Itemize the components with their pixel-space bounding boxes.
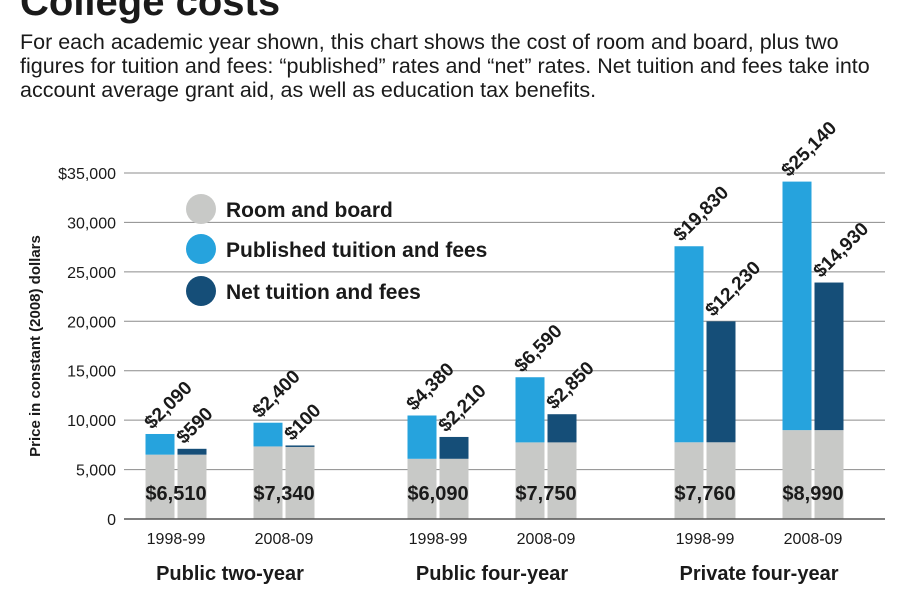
bar-net-tuition bbox=[814, 282, 844, 431]
y-tick-label: 5,000 bbox=[76, 463, 116, 480]
bar-room-and-board bbox=[177, 454, 207, 519]
room-and-board-label: $6,510 bbox=[145, 483, 206, 505]
legend-label: Net tuition and fees bbox=[226, 281, 421, 304]
bar-room-and-board bbox=[285, 446, 315, 519]
x-tick-label: 2008-09 bbox=[784, 531, 843, 548]
x-tick-label: 1998-99 bbox=[409, 531, 468, 548]
group-label: Private four-year bbox=[680, 563, 839, 585]
chart-subtitle: For each academic year shown, this chart… bbox=[20, 30, 870, 102]
group-label: Public two-year bbox=[156, 563, 304, 585]
room-and-board-label: $7,340 bbox=[253, 483, 314, 505]
x-tick-label: 2008-09 bbox=[255, 531, 314, 548]
legend-swatch bbox=[186, 276, 216, 306]
chart-title: College costs bbox=[20, 0, 281, 24]
bar-published-tuition bbox=[253, 422, 283, 447]
bar-room-and-board bbox=[439, 458, 469, 519]
net-value-label: $590 bbox=[173, 404, 218, 449]
bar-room-and-board bbox=[253, 446, 283, 519]
legend-swatch bbox=[186, 234, 216, 264]
legend-label: Room and board bbox=[226, 199, 393, 222]
room-and-board-label: $6,090 bbox=[407, 483, 468, 505]
bar-published-tuition bbox=[782, 181, 812, 431]
published-value-label: $25,140 bbox=[778, 118, 841, 181]
y-axis-label: Price in constant (2008) dollars bbox=[27, 235, 44, 457]
group-label: Public four-year bbox=[416, 563, 568, 585]
legend-label: Published tuition and fees bbox=[226, 239, 487, 262]
bar-net-tuition bbox=[177, 448, 207, 455]
room-and-board-label: $8,990 bbox=[782, 483, 843, 505]
y-tick-label: 20,000 bbox=[67, 314, 116, 331]
bar-room-and-board bbox=[706, 442, 736, 519]
x-tick-label: 2008-09 bbox=[517, 531, 576, 548]
y-tick-label: 25,000 bbox=[67, 265, 116, 282]
y-tick-label: 10,000 bbox=[67, 413, 116, 430]
bar-room-and-board bbox=[145, 454, 175, 519]
bar-room-and-board bbox=[814, 430, 844, 519]
room-and-board-label: $7,750 bbox=[515, 483, 576, 505]
bar-room-and-board bbox=[674, 442, 704, 519]
bar-published-tuition bbox=[674, 246, 704, 443]
bar-published-tuition bbox=[145, 433, 175, 455]
bar-net-tuition bbox=[285, 445, 315, 447]
bar-published-tuition bbox=[407, 415, 437, 459]
bar-net-tuition bbox=[439, 436, 469, 459]
y-tick-label: 0 bbox=[107, 512, 116, 529]
bar-room-and-board bbox=[782, 430, 812, 519]
legend-swatch bbox=[186, 194, 216, 224]
net-value-label: $2,850 bbox=[543, 358, 599, 414]
net-value-label: $14,930 bbox=[810, 219, 873, 282]
y-tick-label: $35,000 bbox=[58, 166, 116, 183]
bar-room-and-board bbox=[407, 458, 437, 519]
y-tick-label: 30,000 bbox=[67, 215, 116, 232]
net-value-label: $12,230 bbox=[702, 258, 765, 321]
published-value-label: $19,830 bbox=[670, 182, 733, 245]
bar-published-tuition bbox=[515, 377, 545, 443]
y-tick-label: 15,000 bbox=[67, 364, 116, 381]
room-and-board-label: $7,760 bbox=[674, 483, 735, 505]
published-value-label: $6,590 bbox=[511, 321, 567, 377]
x-tick-label: 1998-99 bbox=[676, 531, 735, 548]
bar-room-and-board bbox=[515, 442, 545, 519]
x-tick-label: 1998-99 bbox=[147, 531, 206, 548]
bar-room-and-board bbox=[547, 442, 577, 519]
bar-net-tuition bbox=[547, 414, 577, 443]
bar-net-tuition bbox=[706, 321, 736, 443]
net-value-label: $100 bbox=[281, 400, 326, 445]
